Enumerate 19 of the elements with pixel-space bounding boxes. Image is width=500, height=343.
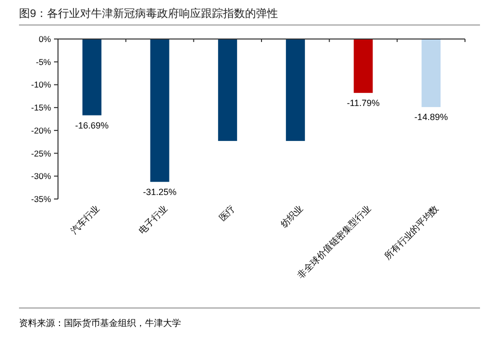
y-tick-label: -20%	[31, 125, 52, 136]
x-tick-label: 汽车行业	[68, 203, 102, 236]
y-tick-label: -35%	[31, 194, 52, 204]
data-label: -11.79%	[346, 98, 380, 108]
chart-title: 图9：各行业对牛津新冠病毒政府响应跟踪指数的弹性	[19, 7, 278, 20]
y-tick-label: -10%	[31, 80, 52, 90]
data-label: -31.25%	[142, 186, 177, 197]
x-tick-label: 医疗	[217, 203, 237, 224]
x-tick-label: 纺织业	[278, 203, 305, 230]
data-label: -14.89%	[414, 112, 448, 122]
x-tick-label: 所有行业的平均数	[382, 203, 440, 262]
y-tick-label: -25%	[31, 148, 52, 158]
y-tick-label: -30%	[31, 171, 52, 182]
y-tick-label: -5%	[36, 56, 52, 67]
data-label: -16.69%	[75, 120, 109, 130]
y-tick-label: -15%	[31, 102, 52, 113]
text: 资料来源：国际货币基金组织，牛津大学	[19, 318, 181, 328]
y-tick-label: 0%	[38, 34, 52, 44]
x-tick-label: 电子行业	[136, 203, 170, 236]
